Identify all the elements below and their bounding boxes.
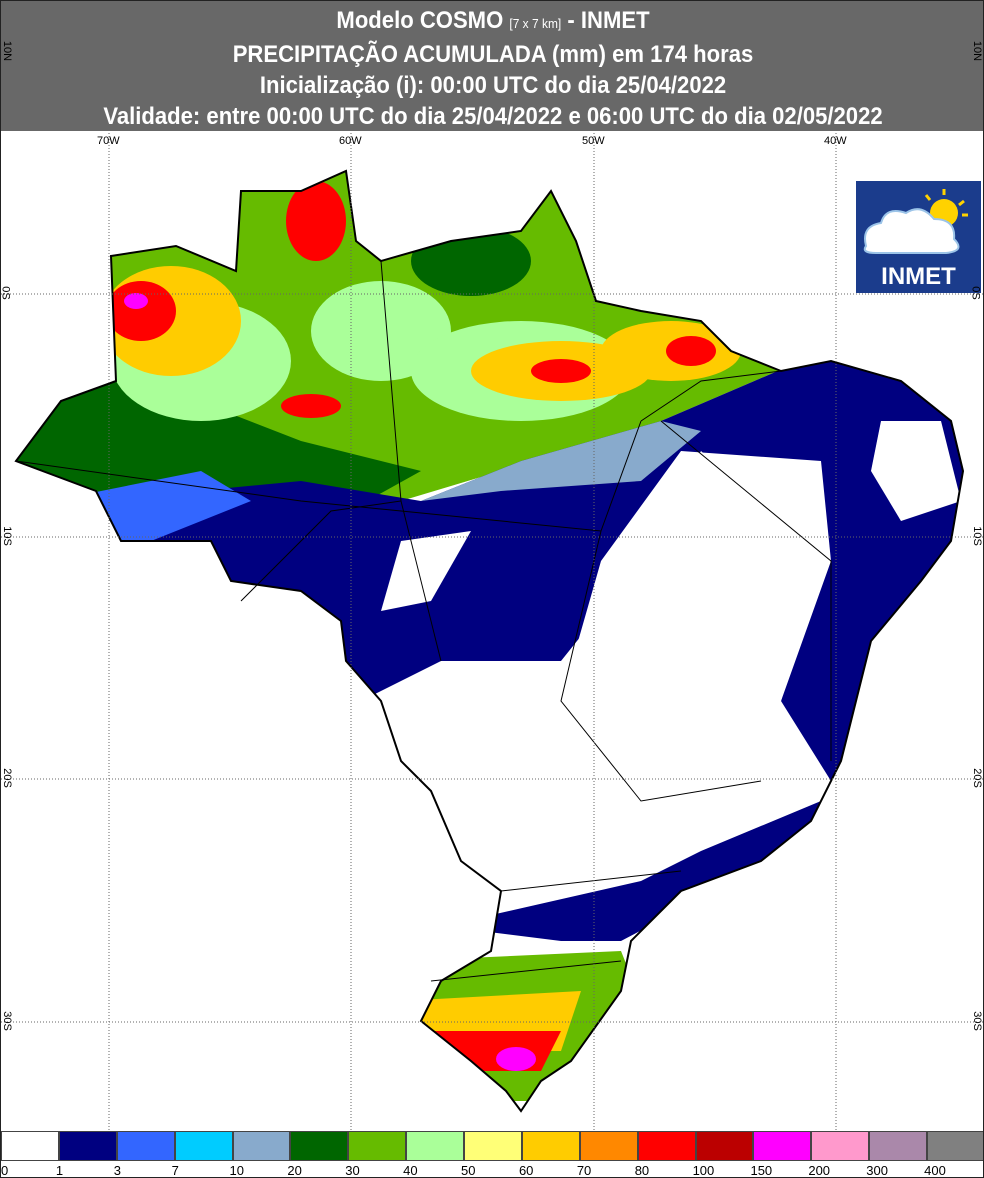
legend-label: 60 xyxy=(518,1163,534,1178)
legend-swatch xyxy=(174,1131,233,1161)
lat-label: 10N xyxy=(971,40,984,62)
legend-swatch xyxy=(927,1131,983,1161)
legend-label: 3 xyxy=(113,1163,121,1178)
lon-label: 60W xyxy=(339,135,362,147)
lat-label: 20S xyxy=(0,768,13,788)
legend-swatch xyxy=(232,1131,291,1161)
legend-swatch xyxy=(521,1131,580,1161)
legend-swatch xyxy=(579,1131,638,1161)
legend-swatch xyxy=(406,1131,465,1161)
legend-label: 200 xyxy=(808,1163,831,1178)
lat-label: 10N xyxy=(1,40,14,62)
legend-label: 1 xyxy=(55,1163,64,1178)
title-model: Modelo COSMO xyxy=(336,7,504,34)
inmet-logo: INMET xyxy=(856,181,981,293)
legend-swatch xyxy=(348,1131,407,1161)
legend-label: 80 xyxy=(634,1163,650,1178)
lat-label: 0S xyxy=(0,286,12,300)
legend-swatch xyxy=(116,1131,175,1161)
logo-text: INMET xyxy=(881,263,956,290)
legend-swatch xyxy=(637,1131,696,1161)
legend-swatch xyxy=(753,1131,812,1161)
title-init: Inicialização (i): 00:00 UTC do dia 25/0… xyxy=(259,72,727,99)
cloud-sun-icon xyxy=(863,189,968,254)
legend-swatch xyxy=(1,1131,59,1161)
map-title: Modelo COSMO [7 x 7 km] - INMET PRECIPIT… xyxy=(1,1,983,131)
legend-label: 7 xyxy=(171,1163,179,1178)
legend-label: 70 xyxy=(576,1163,592,1178)
legend-label: 20 xyxy=(287,1163,302,1178)
title-source: - INMET xyxy=(567,7,650,34)
lon-label: 40W xyxy=(824,135,847,147)
lon-label: 50W xyxy=(582,135,605,147)
legend-label: 40 xyxy=(403,1163,418,1178)
color-legend: 0 1 3 7 10 20 30 40 50 60 70 80 100 150 200 300 400 xyxy=(1,1131,983,1178)
state-borders xyxy=(15,260,832,982)
legend-swatch xyxy=(464,1131,522,1161)
map-canvas xyxy=(1,1,983,1131)
legend-swatch xyxy=(695,1131,754,1161)
legend-label: 100 xyxy=(692,1163,715,1178)
legend-label: 300 xyxy=(866,1163,888,1178)
lat-label: 20S xyxy=(970,768,983,788)
lat-label: 0S xyxy=(969,286,982,300)
legend-label: 0 xyxy=(1,1163,9,1178)
legend-swatch xyxy=(869,1131,928,1161)
lon-label: 70W xyxy=(97,135,120,147)
legend-label: 30 xyxy=(345,1163,360,1178)
lat-label: 30S xyxy=(0,1011,13,1031)
legend-label: 150 xyxy=(750,1163,773,1178)
legend-label: 50 xyxy=(461,1163,476,1178)
legend-label: 400 xyxy=(924,1163,946,1178)
legend-swatch xyxy=(290,1131,349,1161)
legend-label: 10 xyxy=(229,1163,244,1178)
legend-swatch xyxy=(58,1131,117,1161)
precipitation-field xyxy=(16,171,963,1111)
lat-label: 10S xyxy=(970,526,983,546)
title-variable: PRECIPITAÇÃO ACUMULADA (mm) em 174 horas xyxy=(232,41,754,68)
title-validity: Validade: entre 00:00 UTC do dia 25/04/2… xyxy=(103,103,883,130)
lat-label: 10S xyxy=(0,526,13,546)
legend-swatch xyxy=(811,1131,870,1161)
title-resolution: [7 x 7 km] xyxy=(509,16,562,31)
lat-label: 30S xyxy=(970,1011,983,1031)
